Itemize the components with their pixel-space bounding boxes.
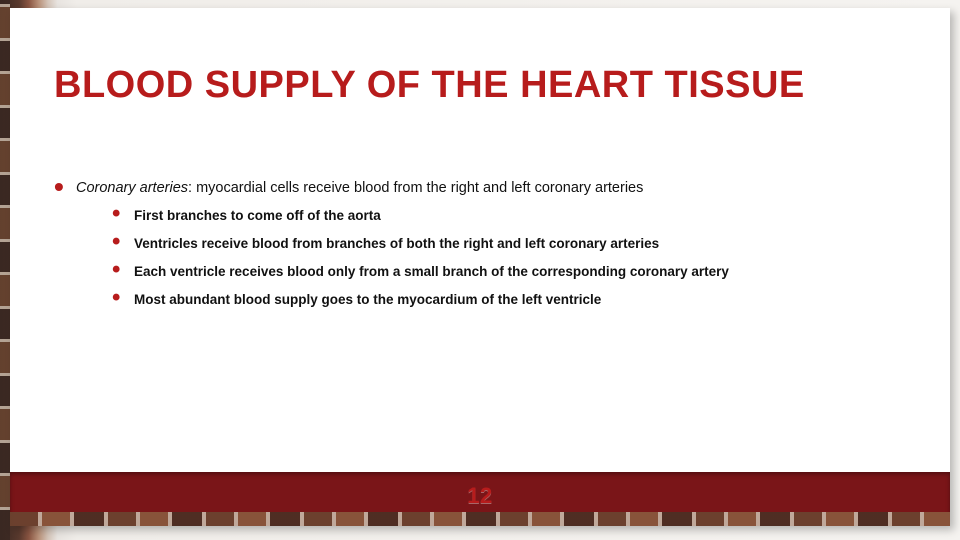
slide-inner: BLOOD SUPPLY OF THE HEART TISSUE Coronar…	[10, 8, 950, 526]
main-bullet-item: Coronary arteries: myocardial cells rece…	[54, 179, 906, 309]
left-brick-edge	[0, 0, 10, 540]
main-item-separator: :	[188, 180, 196, 196]
slide-content: Coronary arteries: myocardial cells rece…	[54, 179, 906, 309]
bullet-list-inner: First branches to come off of the aorta …	[76, 207, 906, 310]
main-item-text: myocardial cells receive blood from the …	[196, 180, 643, 196]
footer-brick-strip	[10, 512, 950, 526]
main-item-label: Coronary arteries	[76, 180, 188, 196]
sub-bullet-item: Ventricles receive blood from branches o…	[112, 235, 906, 253]
slide-title: BLOOD SUPPLY OF THE HEART TISSUE	[54, 64, 906, 107]
sub-bullet-item: First branches to come off of the aorta	[112, 207, 906, 225]
sub-bullet-item: Each ventricle receives blood only from …	[112, 263, 906, 281]
sub-bullet-item: Most abundant blood supply goes to the m…	[112, 291, 906, 309]
page-number: 12	[10, 483, 950, 509]
sub-bullet-text: Ventricles receive blood from branches o…	[134, 236, 659, 251]
sub-bullet-text: First branches to come off of the aorta	[134, 208, 381, 223]
sub-bullet-text: Most abundant blood supply goes to the m…	[134, 292, 601, 307]
slide-card: BLOOD SUPPLY OF THE HEART TISSUE Coronar…	[10, 8, 950, 526]
sub-bullet-text: Each ventricle receives blood only from …	[134, 264, 729, 279]
bullet-list-outer: Coronary arteries: myocardial cells rece…	[54, 179, 906, 309]
